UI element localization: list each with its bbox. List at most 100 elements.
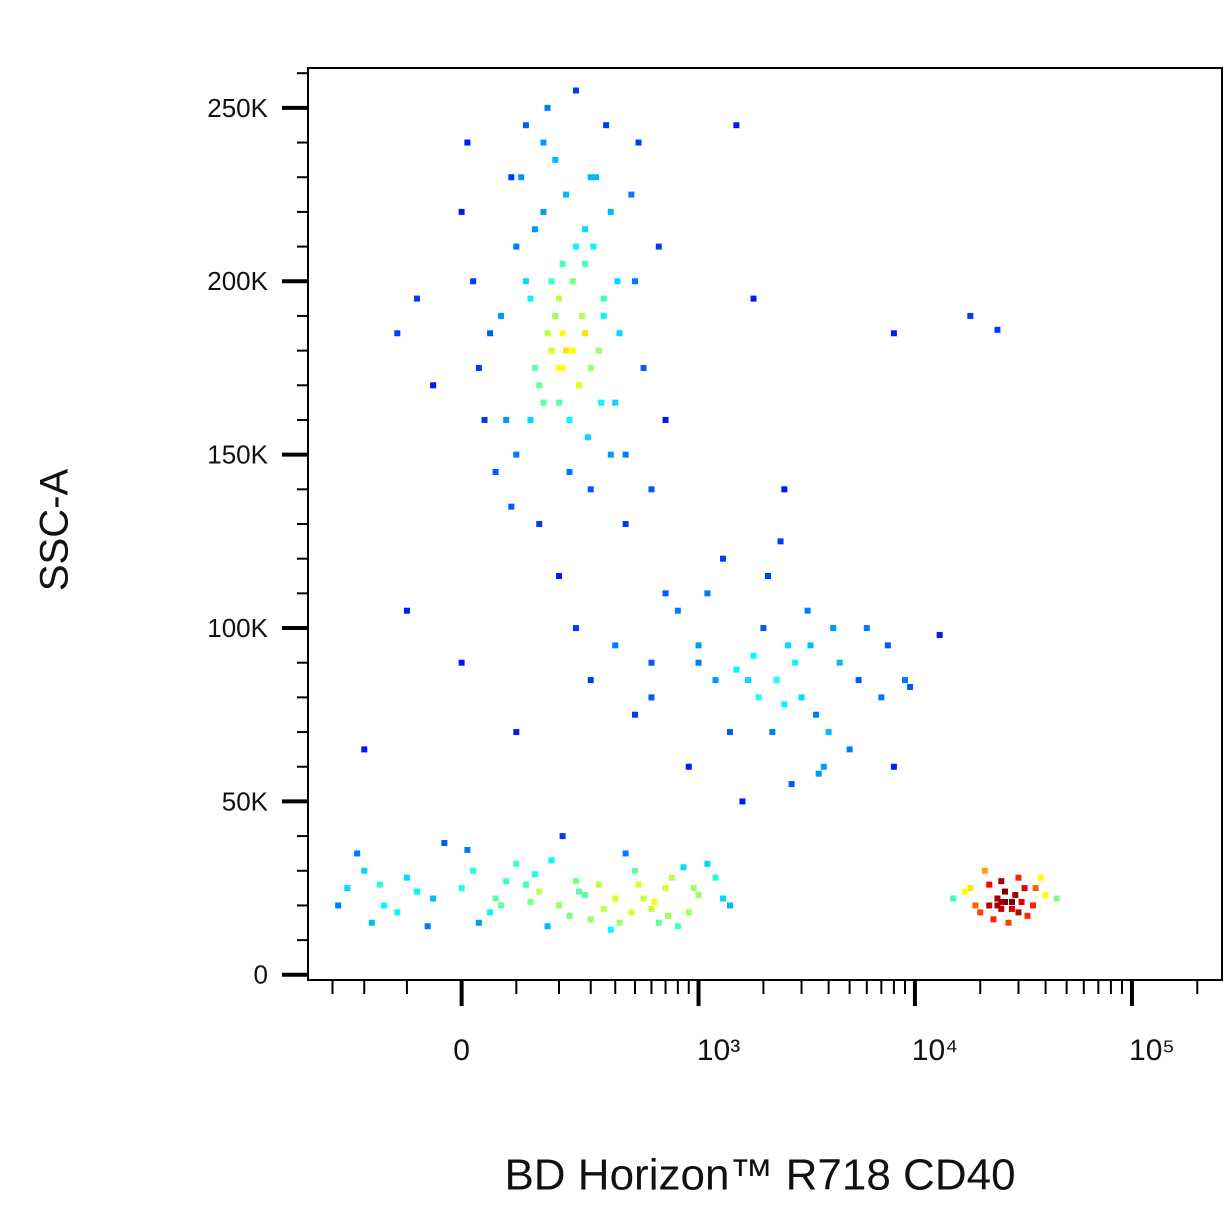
event-dot	[555, 364, 562, 371]
event-dot	[674, 923, 681, 930]
event-dot	[559, 260, 566, 267]
event-dot	[368, 919, 375, 926]
event-dot	[632, 278, 639, 285]
event-dot	[632, 711, 639, 718]
event-dot	[994, 895, 1001, 902]
event-dot	[548, 857, 555, 864]
event-dot	[579, 312, 586, 319]
event-dot	[464, 846, 471, 853]
event-dot	[760, 625, 767, 632]
event-dot	[424, 923, 431, 930]
event-dot	[587, 916, 594, 923]
event-dot	[750, 652, 757, 659]
event-dot	[632, 867, 639, 874]
event-dot	[863, 625, 870, 632]
event-dot	[986, 881, 993, 888]
y-axis-title: SSC-A	[33, 469, 77, 592]
event-dot	[1015, 909, 1022, 916]
event-dot	[773, 677, 780, 684]
event-dot	[804, 607, 811, 614]
event-dot	[572, 87, 579, 94]
event-dot	[648, 486, 655, 493]
event-dot	[695, 659, 702, 666]
event-dot	[582, 330, 589, 337]
event-dot	[414, 888, 421, 895]
event-dot	[998, 898, 1005, 905]
event-dot	[815, 770, 822, 777]
event-dot	[1030, 902, 1037, 909]
event-dot	[458, 208, 465, 215]
event-dot	[612, 895, 619, 902]
event-dot	[536, 521, 543, 527]
event-dot	[628, 191, 635, 198]
event-dot	[344, 885, 351, 892]
event-dot	[559, 833, 566, 840]
event-dot	[807, 642, 814, 649]
event-dot	[1012, 892, 1019, 899]
event-dot	[614, 278, 621, 285]
event-dot	[572, 243, 579, 250]
event-dot	[513, 243, 520, 250]
event-dot	[481, 416, 488, 423]
event-dot	[781, 701, 788, 708]
event-dot	[544, 923, 551, 930]
event-dot	[998, 878, 1005, 885]
event-dot	[655, 243, 662, 250]
event-dot	[1024, 912, 1031, 919]
event-dot	[668, 874, 675, 881]
x-tick-label: 0	[453, 1034, 470, 1067]
event-dot	[403, 874, 410, 881]
event-dot	[640, 364, 647, 371]
event-dot	[674, 607, 681, 614]
event-dot	[680, 864, 687, 871]
event-dot	[544, 330, 551, 337]
event-dot	[403, 607, 410, 614]
event-dot	[648, 905, 655, 912]
event-dot	[855, 677, 862, 684]
event-dot	[430, 895, 437, 902]
event-dot	[733, 666, 740, 673]
event-dot	[813, 711, 820, 718]
event-dot	[612, 642, 619, 649]
event-dot	[695, 892, 702, 899]
event-dot	[695, 642, 702, 649]
event-dot	[890, 763, 897, 770]
event-dot	[665, 912, 672, 919]
event-dot	[361, 867, 368, 874]
event-dot	[739, 798, 746, 805]
event-dot	[662, 590, 669, 597]
event-dot	[566, 416, 573, 423]
event-dot	[745, 677, 752, 684]
event-dot	[531, 871, 538, 878]
event-dot	[598, 399, 605, 406]
event-dot	[470, 278, 477, 285]
event-dot	[394, 909, 401, 916]
event-dot	[986, 902, 993, 909]
event-dot	[769, 729, 776, 736]
event-dot	[414, 295, 421, 302]
event-dot	[335, 902, 342, 909]
event-dot	[1021, 885, 1028, 892]
event-dot	[1032, 885, 1039, 892]
event-dot	[1005, 919, 1012, 926]
event-dot	[487, 909, 494, 916]
event-dot	[712, 677, 719, 684]
event-dot	[607, 451, 614, 458]
event-dot	[640, 895, 647, 902]
event-dot	[559, 364, 566, 371]
event-dot	[518, 174, 525, 181]
event-dot	[648, 659, 655, 666]
event-dot	[902, 677, 909, 684]
event-dot	[536, 888, 543, 895]
event-dot	[1037, 874, 1044, 881]
event-dot	[884, 642, 891, 649]
event-dot	[492, 895, 499, 902]
event-dot	[593, 174, 600, 181]
event-dot	[508, 174, 515, 181]
event-dot	[566, 468, 573, 475]
event-dot	[785, 642, 792, 649]
event-dot	[1015, 874, 1022, 881]
event-dot	[492, 468, 499, 475]
event-dot	[600, 295, 607, 302]
event-dot	[612, 399, 619, 406]
